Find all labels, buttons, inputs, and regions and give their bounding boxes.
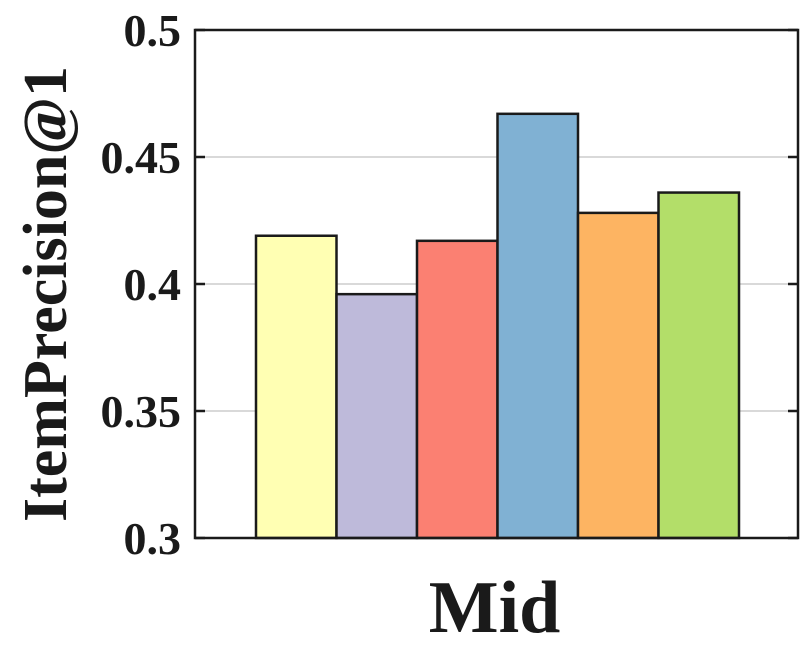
y-axis-label: ItemPrecision@1 bbox=[12, 66, 80, 522]
y-tick-label: 0.45 bbox=[101, 132, 182, 183]
bar-6 bbox=[657, 191, 741, 540]
bar-5 bbox=[576, 211, 660, 540]
bar-1 bbox=[254, 234, 338, 540]
bars bbox=[254, 112, 741, 540]
y-ticks: 0.3 0.35 0.4 0.45 0.5 bbox=[101, 5, 798, 564]
bar-3 bbox=[415, 239, 499, 540]
y-tick-label: 0.4 bbox=[124, 259, 182, 310]
y-tick-label: 0.5 bbox=[124, 5, 182, 56]
y-tick-label: 0.35 bbox=[101, 386, 182, 437]
x-axis-label: Mid bbox=[429, 567, 561, 649]
bar-4 bbox=[496, 112, 580, 540]
bar-2 bbox=[335, 292, 419, 540]
y-tick-label: 0.3 bbox=[124, 513, 182, 564]
